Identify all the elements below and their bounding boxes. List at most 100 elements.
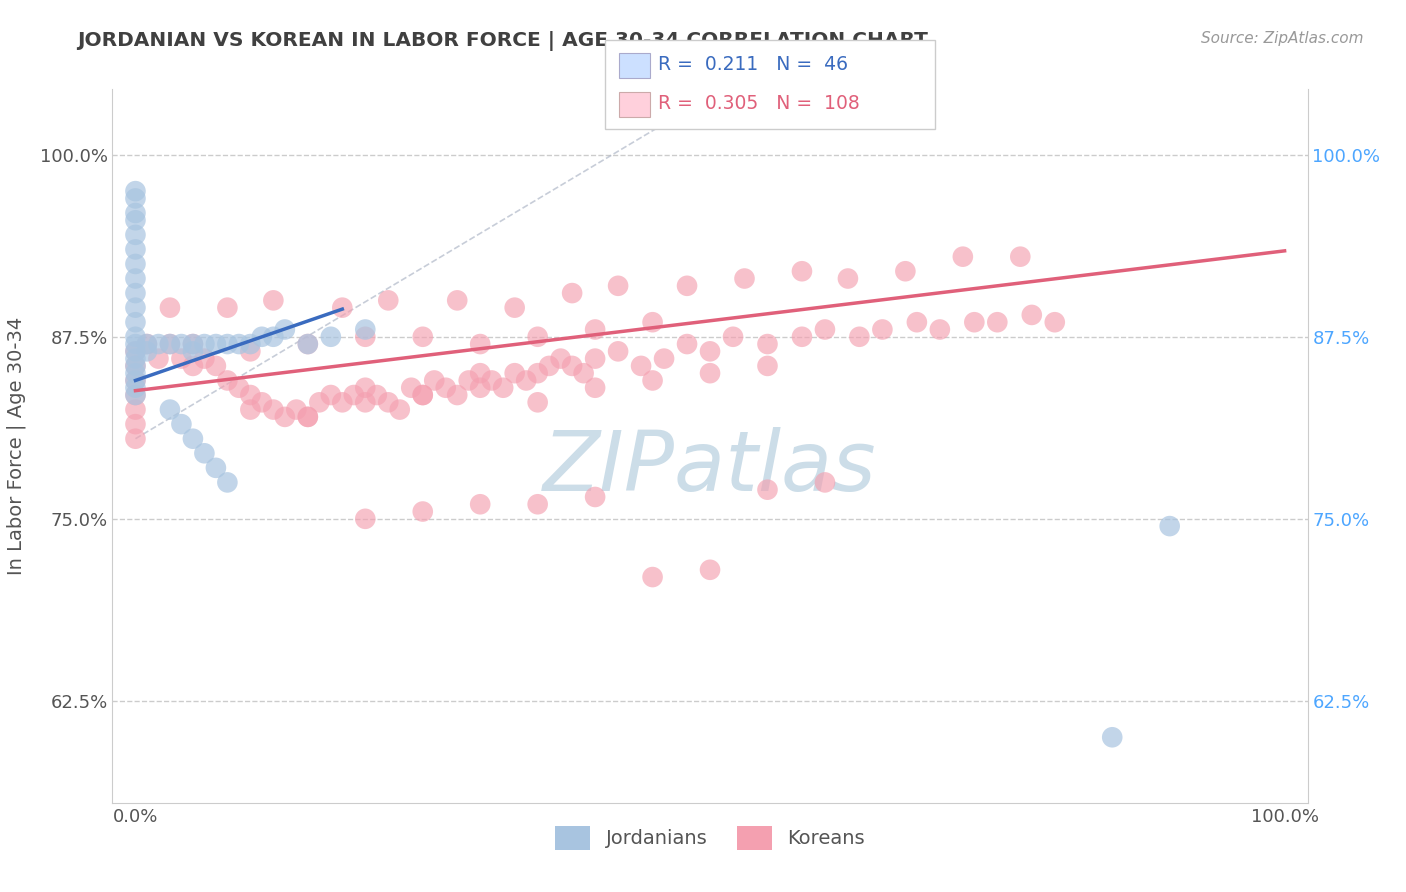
- Point: [676, 337, 699, 351]
- Point: [205, 359, 228, 373]
- Point: [228, 337, 250, 351]
- Point: [641, 374, 664, 388]
- Point: [262, 330, 284, 344]
- Point: [148, 351, 170, 366]
- Point: [492, 381, 515, 395]
- Point: [572, 366, 595, 380]
- Point: [894, 264, 917, 278]
- Point: [607, 278, 630, 293]
- Point: [401, 381, 423, 395]
- Point: [217, 301, 239, 315]
- Point: [366, 388, 388, 402]
- Point: [503, 366, 526, 380]
- Point: [124, 374, 146, 388]
- Point: [905, 315, 928, 329]
- Point: [170, 417, 193, 432]
- Point: [239, 337, 262, 351]
- Point: [239, 344, 262, 359]
- Point: [124, 344, 146, 359]
- Point: [814, 475, 837, 490]
- Point: [676, 278, 699, 293]
- Point: [986, 315, 1008, 329]
- Point: [124, 344, 146, 359]
- Point: [181, 432, 204, 446]
- Point: [377, 395, 399, 409]
- Text: ZIPatlas: ZIPatlas: [543, 427, 877, 508]
- Point: [181, 359, 204, 373]
- Point: [481, 374, 503, 388]
- Point: [193, 351, 215, 366]
- Point: [159, 402, 181, 417]
- Point: [136, 344, 159, 359]
- Point: [124, 184, 146, 198]
- Point: [412, 388, 434, 402]
- Point: [538, 359, 561, 373]
- Point: [756, 483, 779, 497]
- Point: [790, 330, 813, 344]
- Point: [136, 337, 159, 351]
- Point: [641, 570, 664, 584]
- Point: [561, 359, 583, 373]
- Point: [814, 322, 837, 336]
- Point: [159, 301, 181, 315]
- Point: [872, 322, 894, 336]
- Point: [262, 402, 284, 417]
- Point: [515, 374, 537, 388]
- Point: [124, 257, 146, 271]
- Point: [159, 337, 181, 351]
- Point: [124, 191, 146, 205]
- Legend: Jordanians, Koreans: Jordanians, Koreans: [547, 818, 873, 857]
- Point: [756, 337, 779, 351]
- Point: [412, 504, 434, 518]
- Point: [1159, 519, 1181, 533]
- Point: [1021, 308, 1043, 322]
- Text: R =  0.305   N =  108: R = 0.305 N = 108: [658, 94, 859, 113]
- Point: [124, 432, 146, 446]
- Point: [561, 286, 583, 301]
- Point: [250, 395, 273, 409]
- Point: [124, 286, 146, 301]
- Point: [354, 330, 377, 344]
- Point: [193, 446, 215, 460]
- Point: [699, 563, 721, 577]
- Text: Source: ZipAtlas.com: Source: ZipAtlas.com: [1201, 31, 1364, 46]
- Point: [848, 330, 870, 344]
- Point: [124, 417, 146, 432]
- Point: [297, 337, 319, 351]
- Y-axis label: In Labor Force | Age 30-34: In Labor Force | Age 30-34: [6, 317, 25, 575]
- Point: [262, 293, 284, 308]
- Point: [457, 374, 479, 388]
- Point: [217, 475, 239, 490]
- Point: [124, 337, 146, 351]
- Point: [217, 337, 239, 351]
- Point: [470, 366, 492, 380]
- Point: [630, 359, 652, 373]
- Point: [470, 337, 492, 351]
- Point: [148, 337, 170, 351]
- Point: [274, 322, 297, 336]
- Point: [550, 351, 572, 366]
- Point: [837, 271, 859, 285]
- Point: [124, 206, 146, 220]
- Point: [526, 497, 548, 511]
- Point: [124, 213, 146, 227]
- Point: [583, 351, 606, 366]
- Point: [170, 351, 193, 366]
- Point: [319, 388, 342, 402]
- Point: [170, 337, 193, 351]
- Point: [526, 395, 548, 409]
- Point: [124, 271, 146, 285]
- Point: [503, 301, 526, 315]
- Point: [193, 337, 215, 351]
- Point: [124, 381, 146, 395]
- Point: [330, 395, 353, 409]
- Point: [124, 359, 146, 373]
- Point: [1101, 731, 1123, 745]
- Point: [354, 322, 377, 336]
- Point: [699, 366, 721, 380]
- Point: [124, 227, 146, 242]
- Point: [377, 293, 399, 308]
- Point: [1043, 315, 1066, 329]
- Point: [734, 271, 756, 285]
- Point: [699, 344, 721, 359]
